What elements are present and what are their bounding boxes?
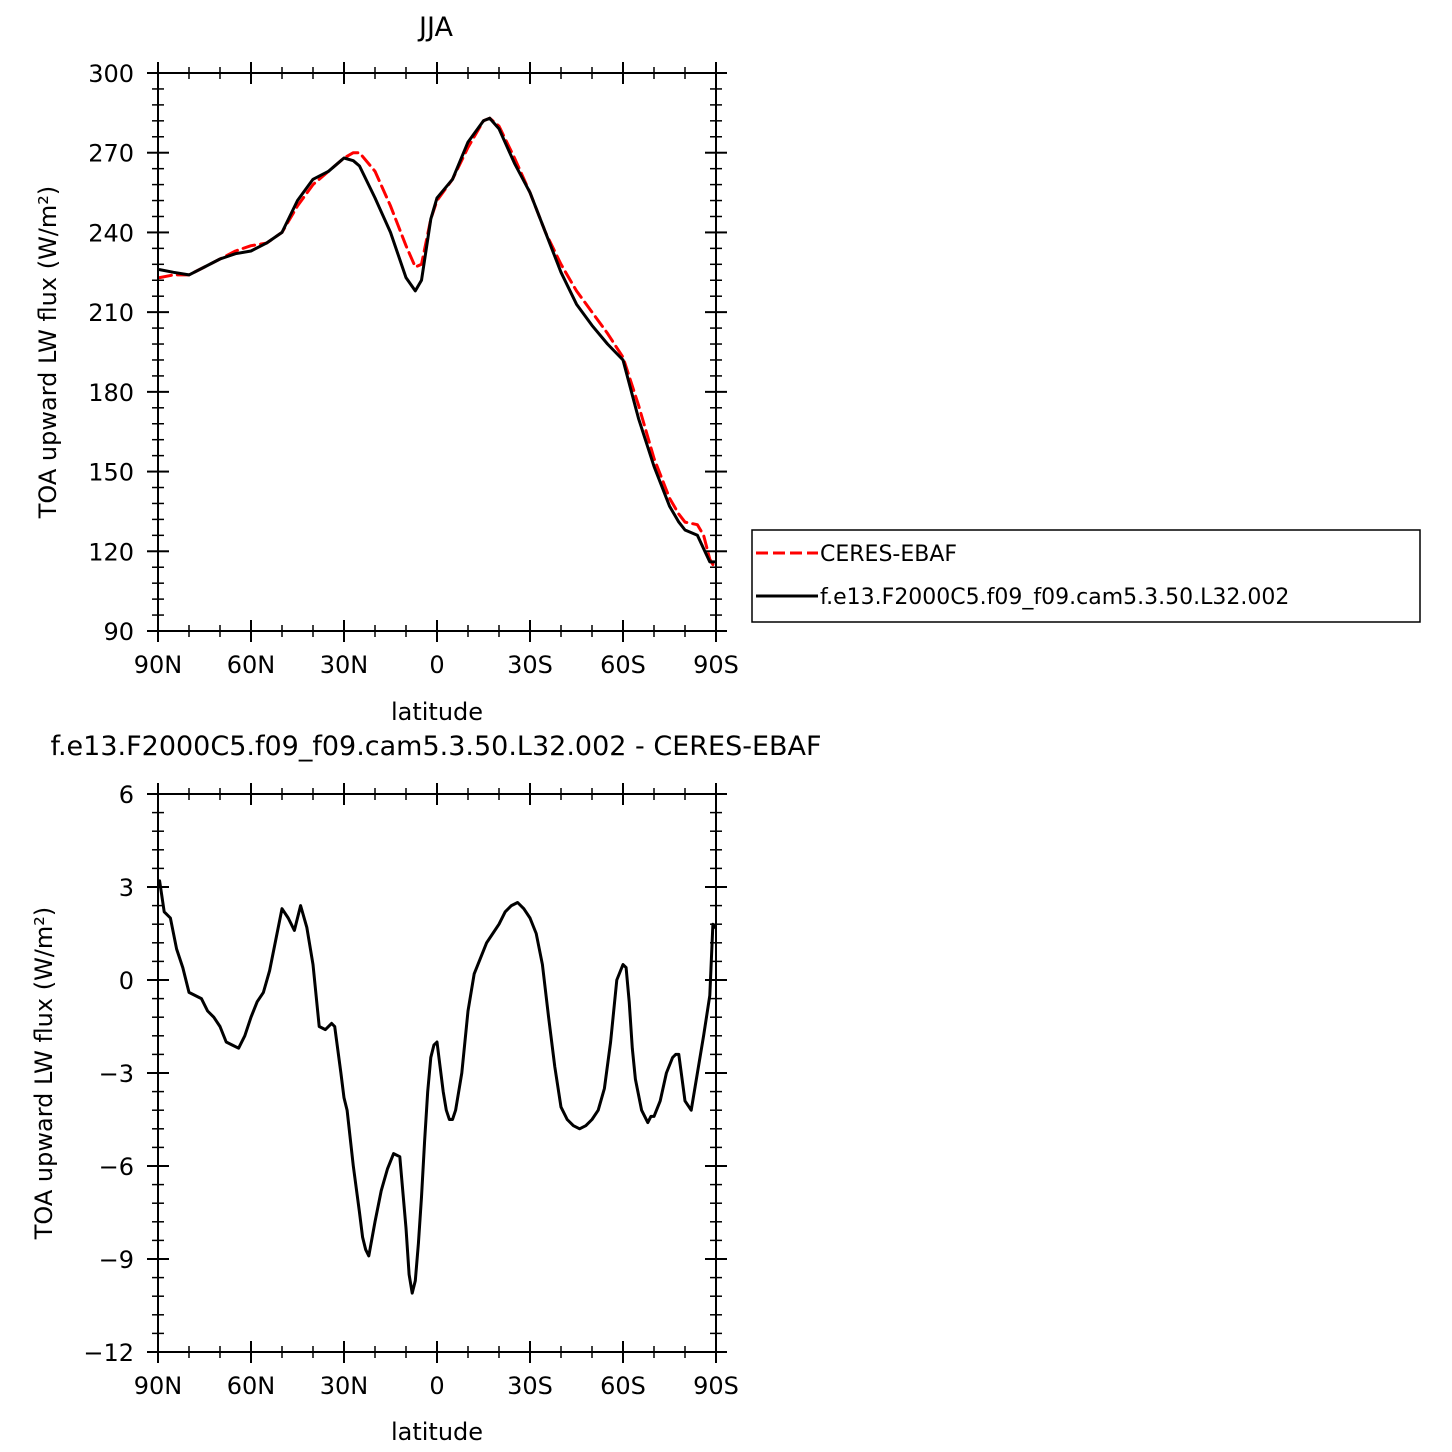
- top-y-tick-label: 120: [88, 538, 134, 566]
- top-y-tick-label: 90: [103, 618, 134, 646]
- top-x-tick-label: 90N: [134, 651, 183, 679]
- top-series-group: [158, 116, 716, 569]
- bottom-y-tick-label: 6: [119, 781, 134, 809]
- legend-label-model: f.e13.F2000C5.f09_f09.cam5.3.50.L32.002: [820, 585, 1289, 610]
- top-x-tick-label: 60N: [227, 651, 276, 679]
- top-x-tick-label: 30N: [320, 651, 369, 679]
- bottom-y-tick-label: −6: [99, 1153, 134, 1181]
- bottom-x-axis-title: latitude: [391, 1418, 483, 1446]
- legend-box: [751, 529, 1421, 623]
- bottom-series-line-0: [158, 879, 716, 1295]
- top-y-tick-label: 240: [88, 219, 134, 247]
- bottom-x-tick-label: 30N: [320, 1372, 369, 1400]
- top-axes: 90N 60N 30N 0 30S 60S 90S 90 120 150 180 210 240 270 3…: [88, 60, 739, 679]
- legend-label-ceres: CERES-EBAF: [820, 542, 957, 567]
- top-chart-title: JJA: [417, 12, 453, 43]
- bottom-x-tick-label: 0: [429, 1372, 444, 1400]
- bottom-plot-frame: [157, 793, 717, 1353]
- bottom-x-tick-label: 60S: [600, 1372, 646, 1400]
- bottom-panel: f.e13.F2000C5.f09_f09.cam5.3.50.L32.002 …: [30, 731, 822, 1446]
- bottom-x-tick-label: 90S: [693, 1372, 739, 1400]
- bottom-chart-title: f.e13.F2000C5.f09_f09.cam5.3.50.L32.002 …: [50, 731, 821, 762]
- bottom-x-tick-label: 90N: [134, 1372, 183, 1400]
- bottom-y-tick-label: −3: [99, 1060, 134, 1088]
- top-x-tick-label: 0: [429, 651, 444, 679]
- legend: CERES-EBAF f.e13.F2000C5.f09_f09.cam5.3.…: [751, 529, 1421, 623]
- top-y-tick-label: 270: [88, 140, 134, 168]
- bottom-y-tick-label: −9: [99, 1246, 134, 1274]
- bottom-y-axis-title: TOA upward LW flux (W/m²): [30, 907, 58, 1241]
- top-x-axis-title: latitude: [391, 698, 483, 726]
- top-y-tick-label: 300: [88, 60, 134, 88]
- top-y-tick-label: 150: [88, 459, 134, 487]
- bottom-x-tick-label: 30S: [507, 1372, 553, 1400]
- bottom-y-tick-label: 3: [119, 874, 134, 902]
- top-panel: JJA 90N 60N 30N 0 30S 60S 90S 90 120 150 180 210 240…: [34, 12, 739, 726]
- bottom-axes: 90N 60N 30N 0 30S 60S 90S −12 −9 −6 −3 0 3 6: [83, 781, 739, 1400]
- top-plot-frame: [157, 72, 717, 632]
- bottom-y-tick-label: 0: [119, 967, 134, 995]
- top-y-axis-title: TOA upward LW flux (W/m²): [34, 186, 62, 520]
- top-x-tick-label: 30S: [507, 651, 553, 679]
- top-series-line-0: [158, 116, 716, 569]
- bottom-series-group: [158, 879, 716, 1295]
- top-x-tick-label: 60S: [600, 651, 646, 679]
- bottom-x-tick-label: 60N: [227, 1372, 276, 1400]
- top-x-tick-label: 90S: [693, 651, 739, 679]
- top-series-line-1: [158, 116, 716, 564]
- bottom-y-tick-label: −12: [83, 1339, 134, 1367]
- top-y-tick-label: 210: [88, 299, 134, 327]
- top-y-tick-label: 180: [88, 379, 134, 407]
